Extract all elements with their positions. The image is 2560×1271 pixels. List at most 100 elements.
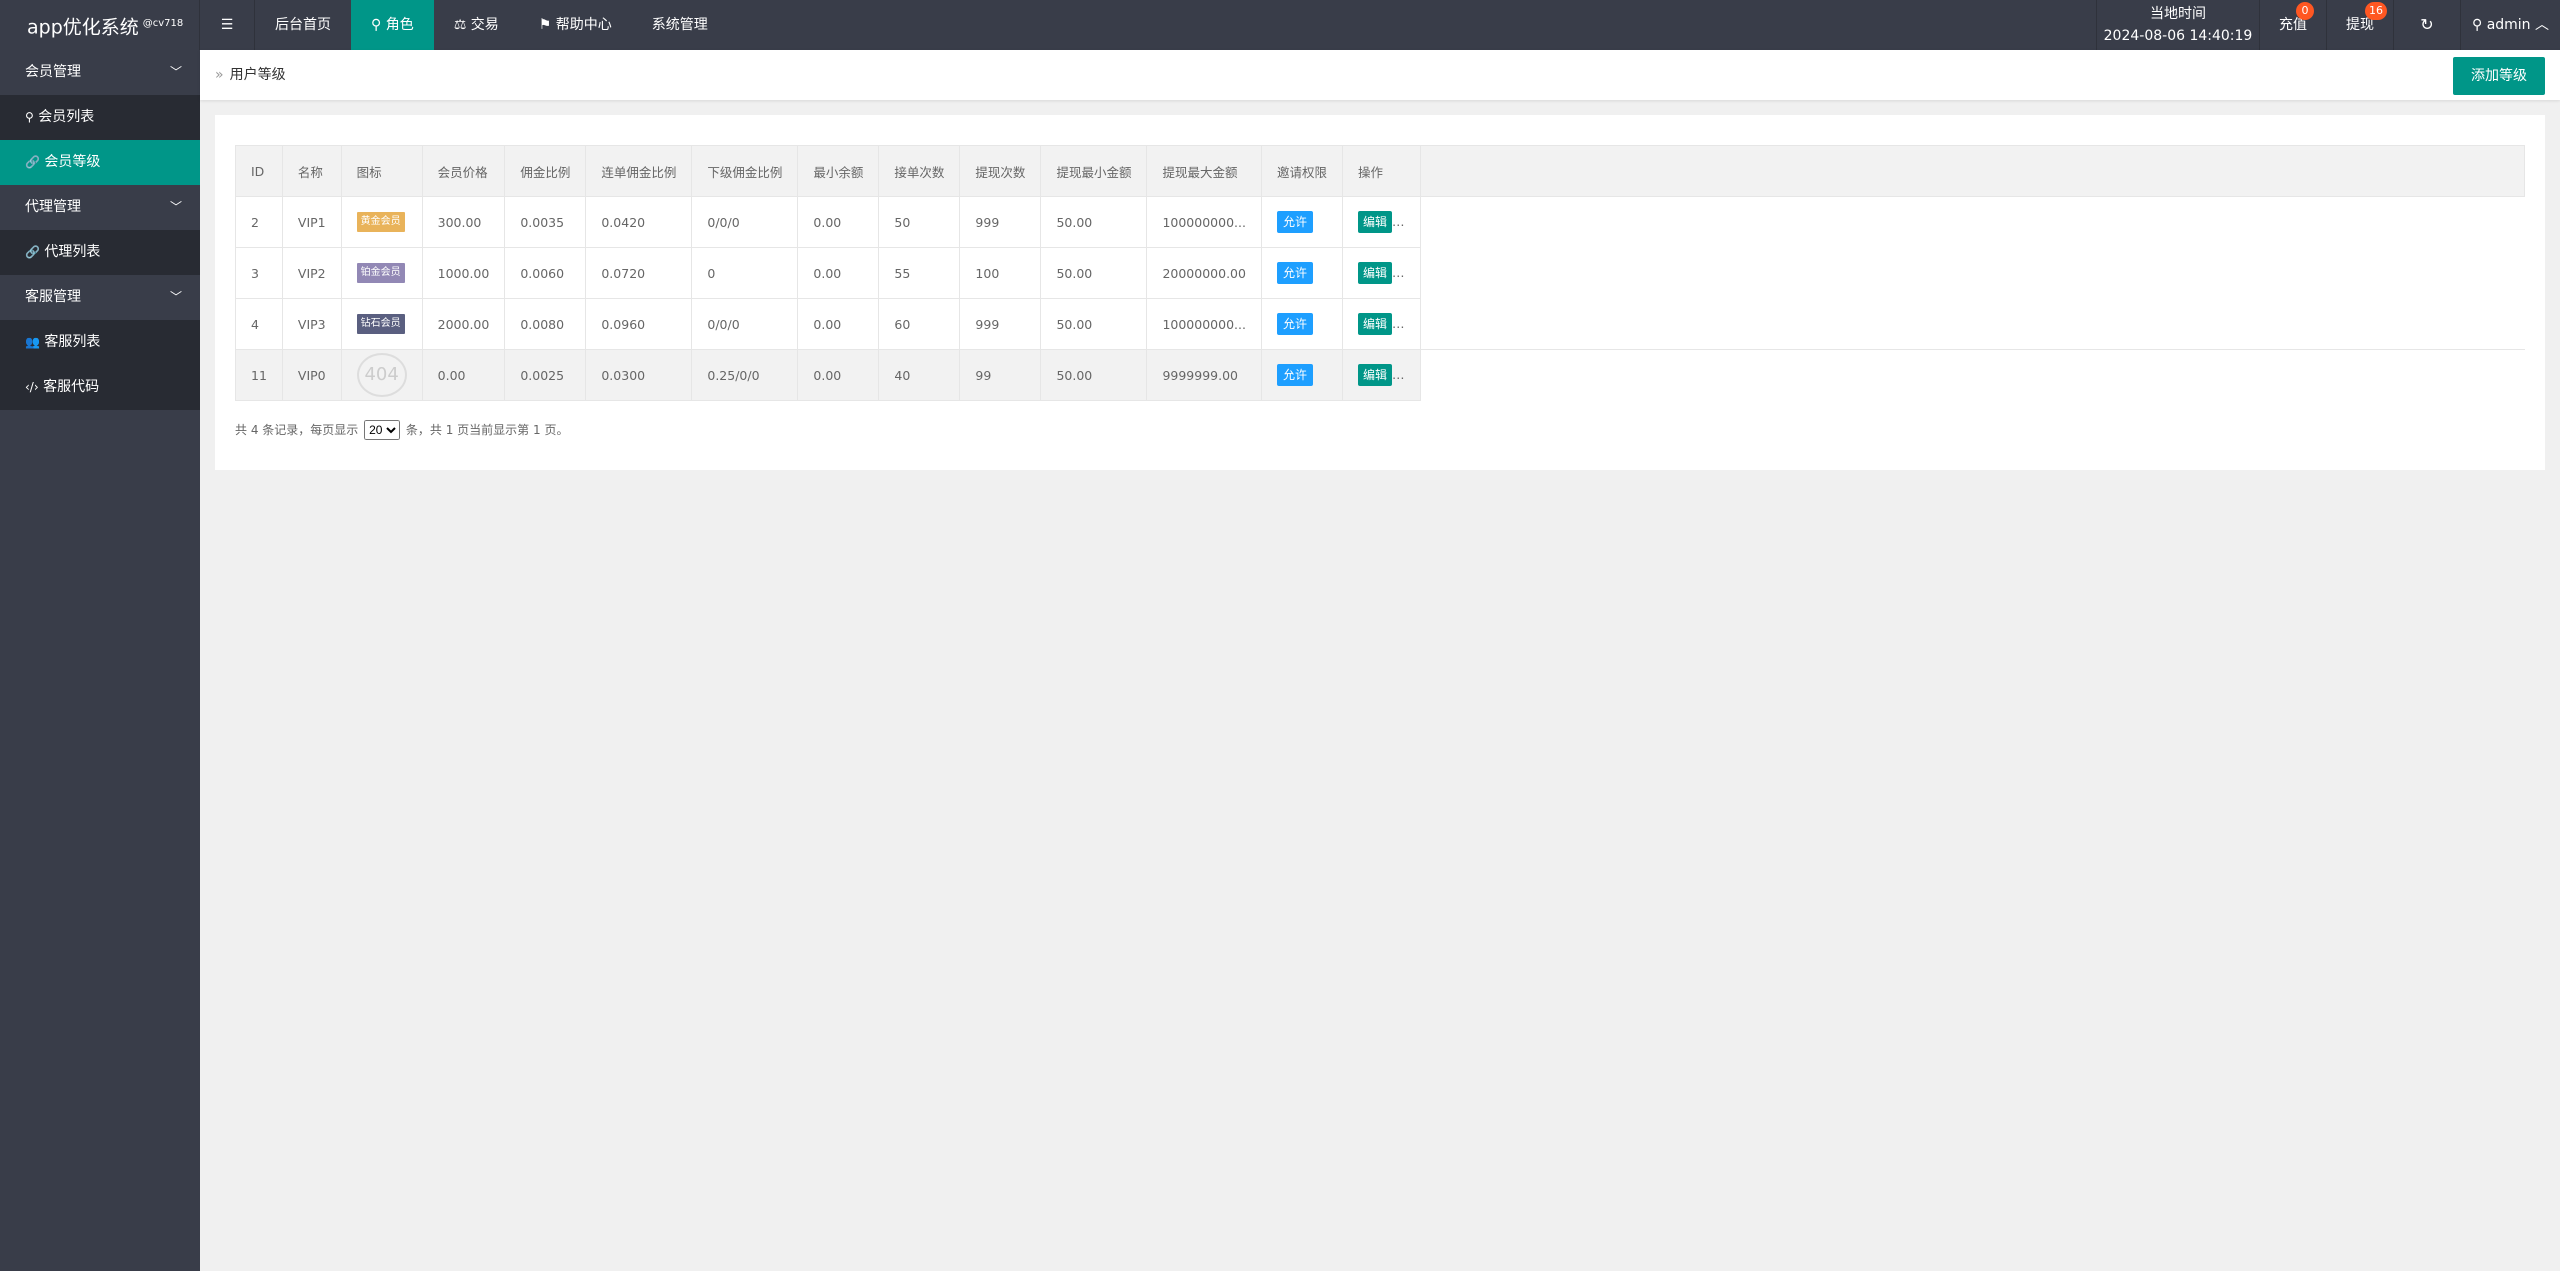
cell-multi: 0.0720 [585, 247, 693, 299]
chevron-up-icon: ︿ [2535, 17, 2550, 33]
cell-name: VIP3 [281, 298, 342, 350]
cell-multi: 0.0420 [585, 196, 693, 248]
cell-invite: 允许 [1260, 298, 1343, 350]
column-header: 会员价格 [421, 145, 506, 197]
row-filler [1420, 298, 2525, 350]
cell-price: 300.00 [421, 196, 506, 248]
nav-2[interactable]: ⚖ 交易 [453, 17, 499, 33]
cell-action: 编辑… [1341, 247, 1421, 299]
cell-id: 11 [235, 349, 283, 401]
cell-icon: 404 [340, 349, 423, 401]
column-header: 最小余额 [797, 145, 880, 197]
breadcrumb: » 用户等级 [215, 67, 286, 83]
cell-invite: 允许 [1260, 196, 1343, 248]
user-menu[interactable]: ⚲ admin ︿ [2460, 0, 2560, 50]
cell-action: 编辑… [1341, 298, 1421, 350]
row-filler [1420, 349, 2525, 401]
cell-icon: 铂金会员 [340, 247, 423, 299]
invite-allowed-badge[interactable]: 允许 [1276, 313, 1313, 335]
breadcrumb-bar: » 用户等级 添加等级 [200, 50, 2560, 100]
cell-price: 2000.00 [421, 298, 506, 350]
row-filler [1420, 196, 2525, 248]
nav-0[interactable]: 后台首页 [275, 17, 331, 33]
chevron-down-icon: ﹀ [169, 65, 182, 79]
cell-wd_min: 50.00 [1040, 298, 1148, 350]
column-header: 提现次数 [959, 145, 1042, 197]
edit-button[interactable]: 编辑 [1357, 364, 1392, 386]
cell-min: 0.00 [797, 298, 880, 350]
code-icon: ‹/› [25, 380, 39, 394]
sidebar-item-5[interactable]: 客服管理 ﹀ [0, 275, 200, 320]
cell-orders: 60 [878, 298, 961, 350]
cell-name: VIP1 [281, 196, 342, 248]
refresh-icon[interactable]: ↻ [2393, 0, 2460, 50]
cell-wd_min: 50.00 [1040, 349, 1148, 401]
column-header: 佣金比例 [504, 145, 587, 197]
nav-3[interactable]: ⚑ 帮助中心 [538, 17, 612, 33]
table-row: 3 VIP2 铂金会员 1000.00 0.0060 0.0720 0 0.00 55 100 50… [235, 247, 2525, 299]
cell-wd_count: 999 [959, 196, 1042, 248]
cell-rate: 0.0080 [504, 298, 587, 350]
cell-min: 0.00 [797, 247, 880, 299]
cell-orders: 40 [878, 349, 961, 401]
sidebar: 会员管理 ﹀ ⚲ 会员列表 🔗 会员等级 代理管理 ﹀ 🔗 代理列表 客服管理 ﹀ 👥 客服列表 ‹… [0, 50, 200, 1271]
cell-orders: 50 [878, 196, 961, 248]
recharge-button[interactable]: 充值 0 [2259, 0, 2326, 50]
cell-id: 4 [235, 298, 283, 350]
cell-wd_max: 100000000... [1146, 298, 1262, 350]
cell-name: VIP0 [281, 349, 342, 401]
add-level-button[interactable]: 添加等级 [2453, 57, 2545, 95]
cell-multi: 0.0960 [585, 298, 693, 350]
level-badge: 黄金会员 [356, 212, 405, 232]
content-card: ID 名称 图标 会员价格 佣金比例 连单佣金比例 下级佣金比例 最小余额 接单次数 提现次数 提现… [215, 115, 2545, 470]
edit-button[interactable]: 编辑 [1357, 313, 1392, 335]
edit-button[interactable]: 编辑 [1357, 262, 1392, 284]
sidebar-item-4[interactable]: 🔗 代理列表 [0, 230, 200, 275]
level-badge: 铂金会员 [356, 263, 405, 283]
cell-price: 1000.00 [421, 247, 506, 299]
invite-allowed-badge[interactable]: 允许 [1276, 364, 1313, 386]
column-header: 下级佣金比例 [691, 145, 799, 197]
top-right: 当地时间 2024-08-06 14:40:19 充值 0 提现 16 ↻ ⚲ adm… [2096, 0, 2560, 50]
edit-button[interactable]: 编辑 [1357, 211, 1392, 233]
chevron-down-icon: ﹀ [169, 290, 182, 304]
chevron-down-icon: ﹀ [169, 200, 182, 214]
cell-action: 编辑… [1341, 349, 1421, 401]
cell-name: VIP2 [281, 247, 342, 299]
sidebar-item-2[interactable]: 🔗 会员等级 [0, 140, 200, 185]
cell-invite: 允许 [1260, 247, 1343, 299]
user-icon: ⚲ [25, 110, 34, 124]
nav-4[interactable]: 系统管理 [651, 17, 708, 33]
cell-icon: 钻石会员 [340, 298, 423, 350]
double-chevron-icon: » [215, 67, 224, 83]
invite-allowed-badge[interactable]: 允许 [1276, 262, 1313, 284]
sidebar-item-7[interactable]: ‹/› 客服代码 [0, 365, 200, 410]
column-header: 提现最大金额 [1146, 145, 1262, 197]
column-header: 图标 [340, 145, 423, 197]
logo: app优化系统 @cv718 [0, 0, 200, 50]
invite-allowed-badge[interactable]: 允许 [1276, 211, 1313, 233]
user-icon: ⚲ [371, 17, 382, 33]
cell-multi: 0.0300 [585, 349, 693, 401]
table-row: 11 VIP0 404 0.00 0.0025 0.0300 0.25/0/0 0.00 40 9… [235, 349, 2525, 401]
cell-price: 0.00 [421, 349, 506, 401]
cell-sub: 0/0/0 [691, 196, 799, 248]
sidebar-item-1[interactable]: ⚲ 会员列表 [0, 95, 200, 140]
cell-invite: 允许 [1260, 349, 1343, 401]
nav-1[interactable]: ⚲ 角色 [351, 0, 434, 50]
cell-min: 0.00 [797, 349, 880, 401]
cell-min: 0.00 [797, 196, 880, 248]
column-header: ID [235, 145, 283, 197]
sidebar-item-0[interactable]: 会员管理 ﹀ [0, 50, 200, 95]
withdraw-button[interactable]: 提现 16 [2326, 0, 2393, 50]
cell-wd_min: 50.00 [1040, 247, 1148, 299]
per-page-select[interactable]: 20 [364, 420, 401, 440]
top-bar: app优化系统 @cv718 ☰ 后台首页 ⚲ 角色 ⚖ 交易 ⚑ 帮助中心 系统管理 当… [0, 0, 2560, 50]
menu-toggle-icon[interactable]: ☰ [200, 0, 255, 50]
local-time: 当地时间 2024-08-06 14:40:19 [2096, 0, 2259, 50]
sidebar-item-6[interactable]: 👥 客服列表 [0, 320, 200, 365]
pagination: 共 4 条记录，每页显示 20 条，共 1 页当前显示第 1 页。 [235, 420, 568, 440]
table-row: 4 VIP3 钻石会员 2000.00 0.0080 0.0960 0/0/0 0.00 60 9… [235, 298, 2525, 350]
sidebar-item-3[interactable]: 代理管理 ﹀ [0, 185, 200, 230]
withdraw-badge: 16 [2365, 2, 2387, 20]
